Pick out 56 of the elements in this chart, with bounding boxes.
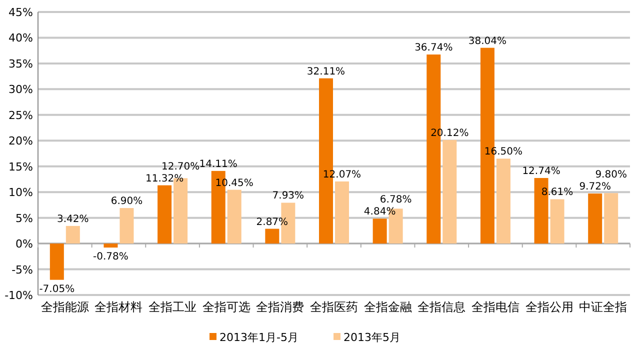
bar	[158, 185, 172, 244]
bar	[104, 244, 118, 248]
data-label: 38.04%	[468, 36, 507, 47]
data-label: 9.72%	[579, 182, 611, 193]
y-tick-label: 35%	[8, 57, 33, 70]
x-tick-label: 全指医药	[310, 300, 358, 314]
y-tick-label: 5%	[16, 212, 33, 225]
y-tick-label: 40%	[8, 32, 33, 45]
x-tick-label: 全指金融	[364, 300, 412, 314]
bar	[50, 244, 64, 280]
data-label: 2.87%	[256, 216, 288, 228]
data-label: 3.42%	[57, 214, 89, 225]
y-tick-label: 30%	[8, 83, 33, 96]
bar	[442, 140, 457, 244]
bar	[372, 218, 387, 244]
legend-label: 2013年1月-5月	[220, 331, 298, 344]
bar	[588, 194, 602, 244]
y-tick-label: 20%	[8, 134, 33, 148]
data-label: 36.74%	[414, 42, 453, 54]
bar	[496, 158, 510, 244]
y-tick-label: 45%	[8, 6, 33, 19]
data-label: 14.11%	[199, 158, 238, 170]
data-label: 11.32%	[145, 173, 184, 184]
x-tick-label: 全指可选	[202, 300, 250, 314]
y-tick-label: 15%	[8, 160, 33, 174]
x-tick-label: 全指公用	[525, 300, 574, 314]
data-label: 12.74%	[522, 166, 560, 177]
y-tick-label: 10%	[8, 186, 33, 200]
data-label: 7.93%	[272, 190, 304, 202]
x-tick-label: 全指能源	[40, 300, 89, 314]
data-label: 32.11%	[306, 66, 346, 78]
data-label: -7.05%	[39, 284, 75, 295]
y-tick-label: 0%	[16, 238, 33, 251]
bar	[604, 193, 618, 244]
y-tick-label: -10%	[4, 289, 33, 302]
x-tick-label: 中证全指	[579, 300, 628, 314]
bar	[550, 199, 564, 244]
x-tick-label: 全指材料	[94, 300, 143, 314]
y-tick-label: 25%	[8, 108, 33, 122]
bar	[335, 181, 349, 244]
data-label: 6.78%	[380, 194, 412, 206]
legend-label: 2013年5月	[344, 331, 400, 344]
bar	[66, 226, 80, 244]
bar	[265, 228, 280, 244]
bar	[227, 190, 242, 244]
x-tick-label: 全指工业	[148, 300, 197, 314]
data-label: 4.84%	[364, 206, 396, 218]
data-label: -0.78%	[93, 252, 128, 263]
y-tick-label: -5%	[12, 263, 33, 276]
bar	[120, 208, 134, 244]
x-tick-label: 全指信息	[418, 300, 466, 314]
x-tick-label: 全指消费	[256, 300, 304, 314]
data-label: 9.80%	[595, 170, 627, 181]
data-label: 12.70%	[161, 161, 200, 172]
x-tick-label: 全指电信	[471, 300, 520, 314]
data-label: 6.90%	[110, 196, 143, 208]
